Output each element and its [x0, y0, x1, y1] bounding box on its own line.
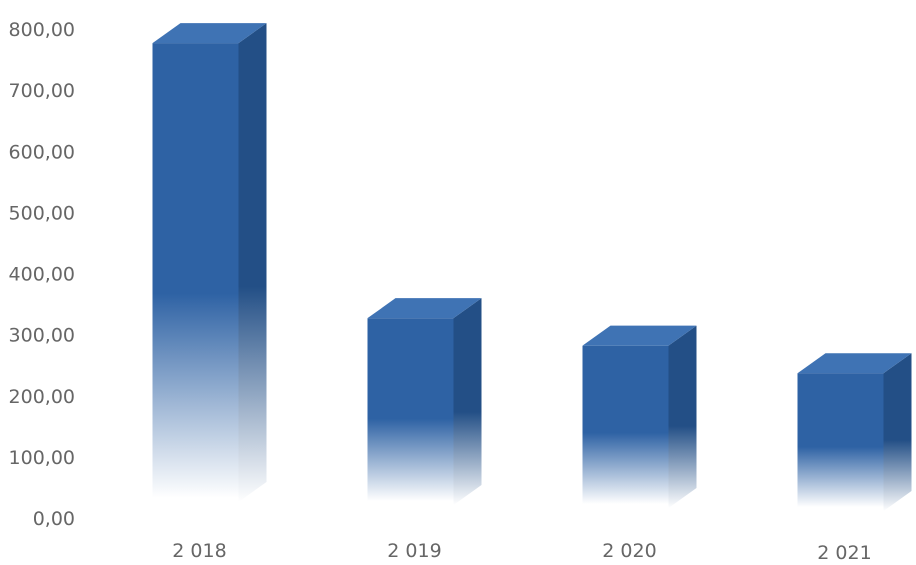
y-tick-label: 200,00: [9, 386, 75, 408]
bar-top: [367, 298, 482, 319]
y-tick-label: 600,00: [9, 141, 75, 163]
y-tick-label: 500,00: [9, 202, 75, 224]
bar-top: [152, 23, 267, 44]
x-axis: 2 018 2 019 2 020 2 021: [172, 540, 871, 564]
bar-front: [367, 318, 454, 501]
bar-2020: [582, 325, 697, 508]
y-tick-label: 800,00: [9, 19, 75, 41]
y-axis: 0,00 100,00 200,00 300,00 400,00 500,00 600,00…: [9, 19, 75, 530]
bar-side: [238, 23, 267, 503]
bar-2019: [367, 298, 482, 505]
bar-top: [582, 325, 697, 346]
bar-front: [797, 373, 884, 507]
bar-front: [152, 43, 239, 499]
bars: [152, 23, 912, 511]
bar-top: [797, 353, 912, 374]
bar-2018: [152, 23, 267, 503]
bar-side: [883, 353, 912, 511]
y-tick-label: 300,00: [9, 325, 75, 347]
x-tick-label: 2 020: [602, 540, 656, 562]
y-tick-label: 700,00: [9, 80, 75, 102]
x-tick-label: 2 021: [817, 542, 871, 564]
bar-side: [668, 325, 697, 508]
y-tick-label: 100,00: [9, 447, 75, 469]
bar-front: [582, 345, 669, 504]
bar-side: [453, 298, 482, 505]
bar-2021: [797, 353, 912, 511]
y-tick-label: 0,00: [33, 508, 75, 530]
x-tick-label: 2 019: [387, 540, 441, 562]
y-tick-label: 400,00: [9, 264, 75, 286]
x-tick-label: 2 018: [172, 540, 226, 562]
